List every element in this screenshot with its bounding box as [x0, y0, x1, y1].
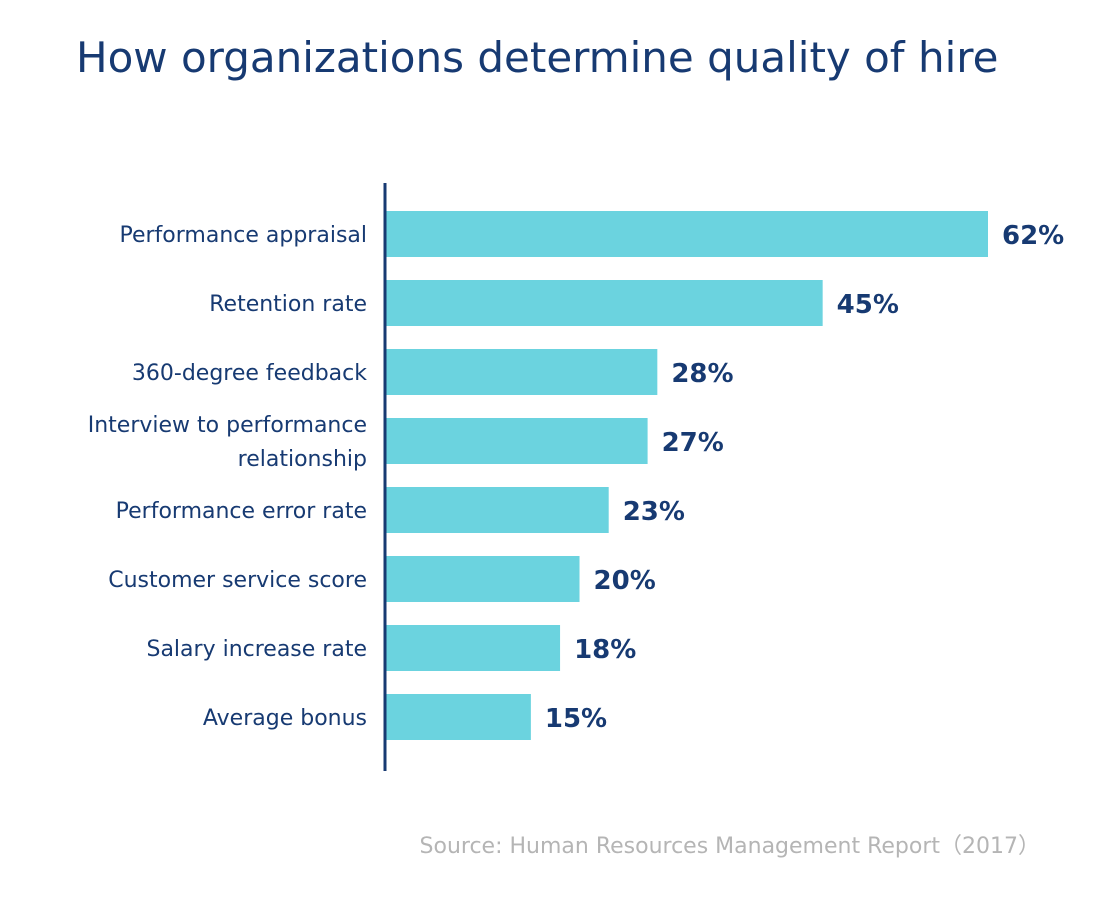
category-label: Performance error rate — [116, 499, 367, 524]
bar — [385, 211, 988, 257]
category-label: relationship — [238, 447, 367, 472]
value-labels: 62% 45% 28% 27% 23% 20% 18% 15% — [545, 221, 1064, 734]
bar — [385, 349, 658, 395]
bar — [385, 625, 561, 671]
value-label: 20% — [594, 566, 656, 596]
category-label: Average bonus — [203, 706, 367, 731]
bar — [385, 556, 580, 602]
value-label: 23% — [623, 497, 685, 527]
bar — [385, 280, 823, 326]
bars-layer — [385, 211, 988, 740]
bar — [385, 418, 648, 464]
value-label: 45% — [837, 290, 899, 320]
category-label: Customer service score — [108, 568, 367, 593]
chart-title: How organizations determine quality of h… — [76, 33, 999, 82]
value-label: 15% — [545, 704, 607, 734]
category-label: Salary increase rate — [146, 637, 367, 662]
bar — [385, 487, 609, 533]
category-label: 360-degree feedback — [132, 361, 367, 386]
value-label: 28% — [671, 359, 733, 389]
category-label: Retention rate — [209, 292, 367, 317]
value-label: 62% — [1002, 221, 1064, 251]
category-label: Performance appraisal — [119, 223, 367, 248]
bar — [385, 694, 531, 740]
category-label: Interview to performance — [88, 413, 367, 438]
value-label: 27% — [662, 428, 724, 458]
value-label: 18% — [574, 635, 636, 665]
source-note: Source: Human Resources Management Repor… — [419, 834, 1040, 859]
category-labels: Performance appraisal Retention rate 360-d… — [88, 223, 368, 731]
